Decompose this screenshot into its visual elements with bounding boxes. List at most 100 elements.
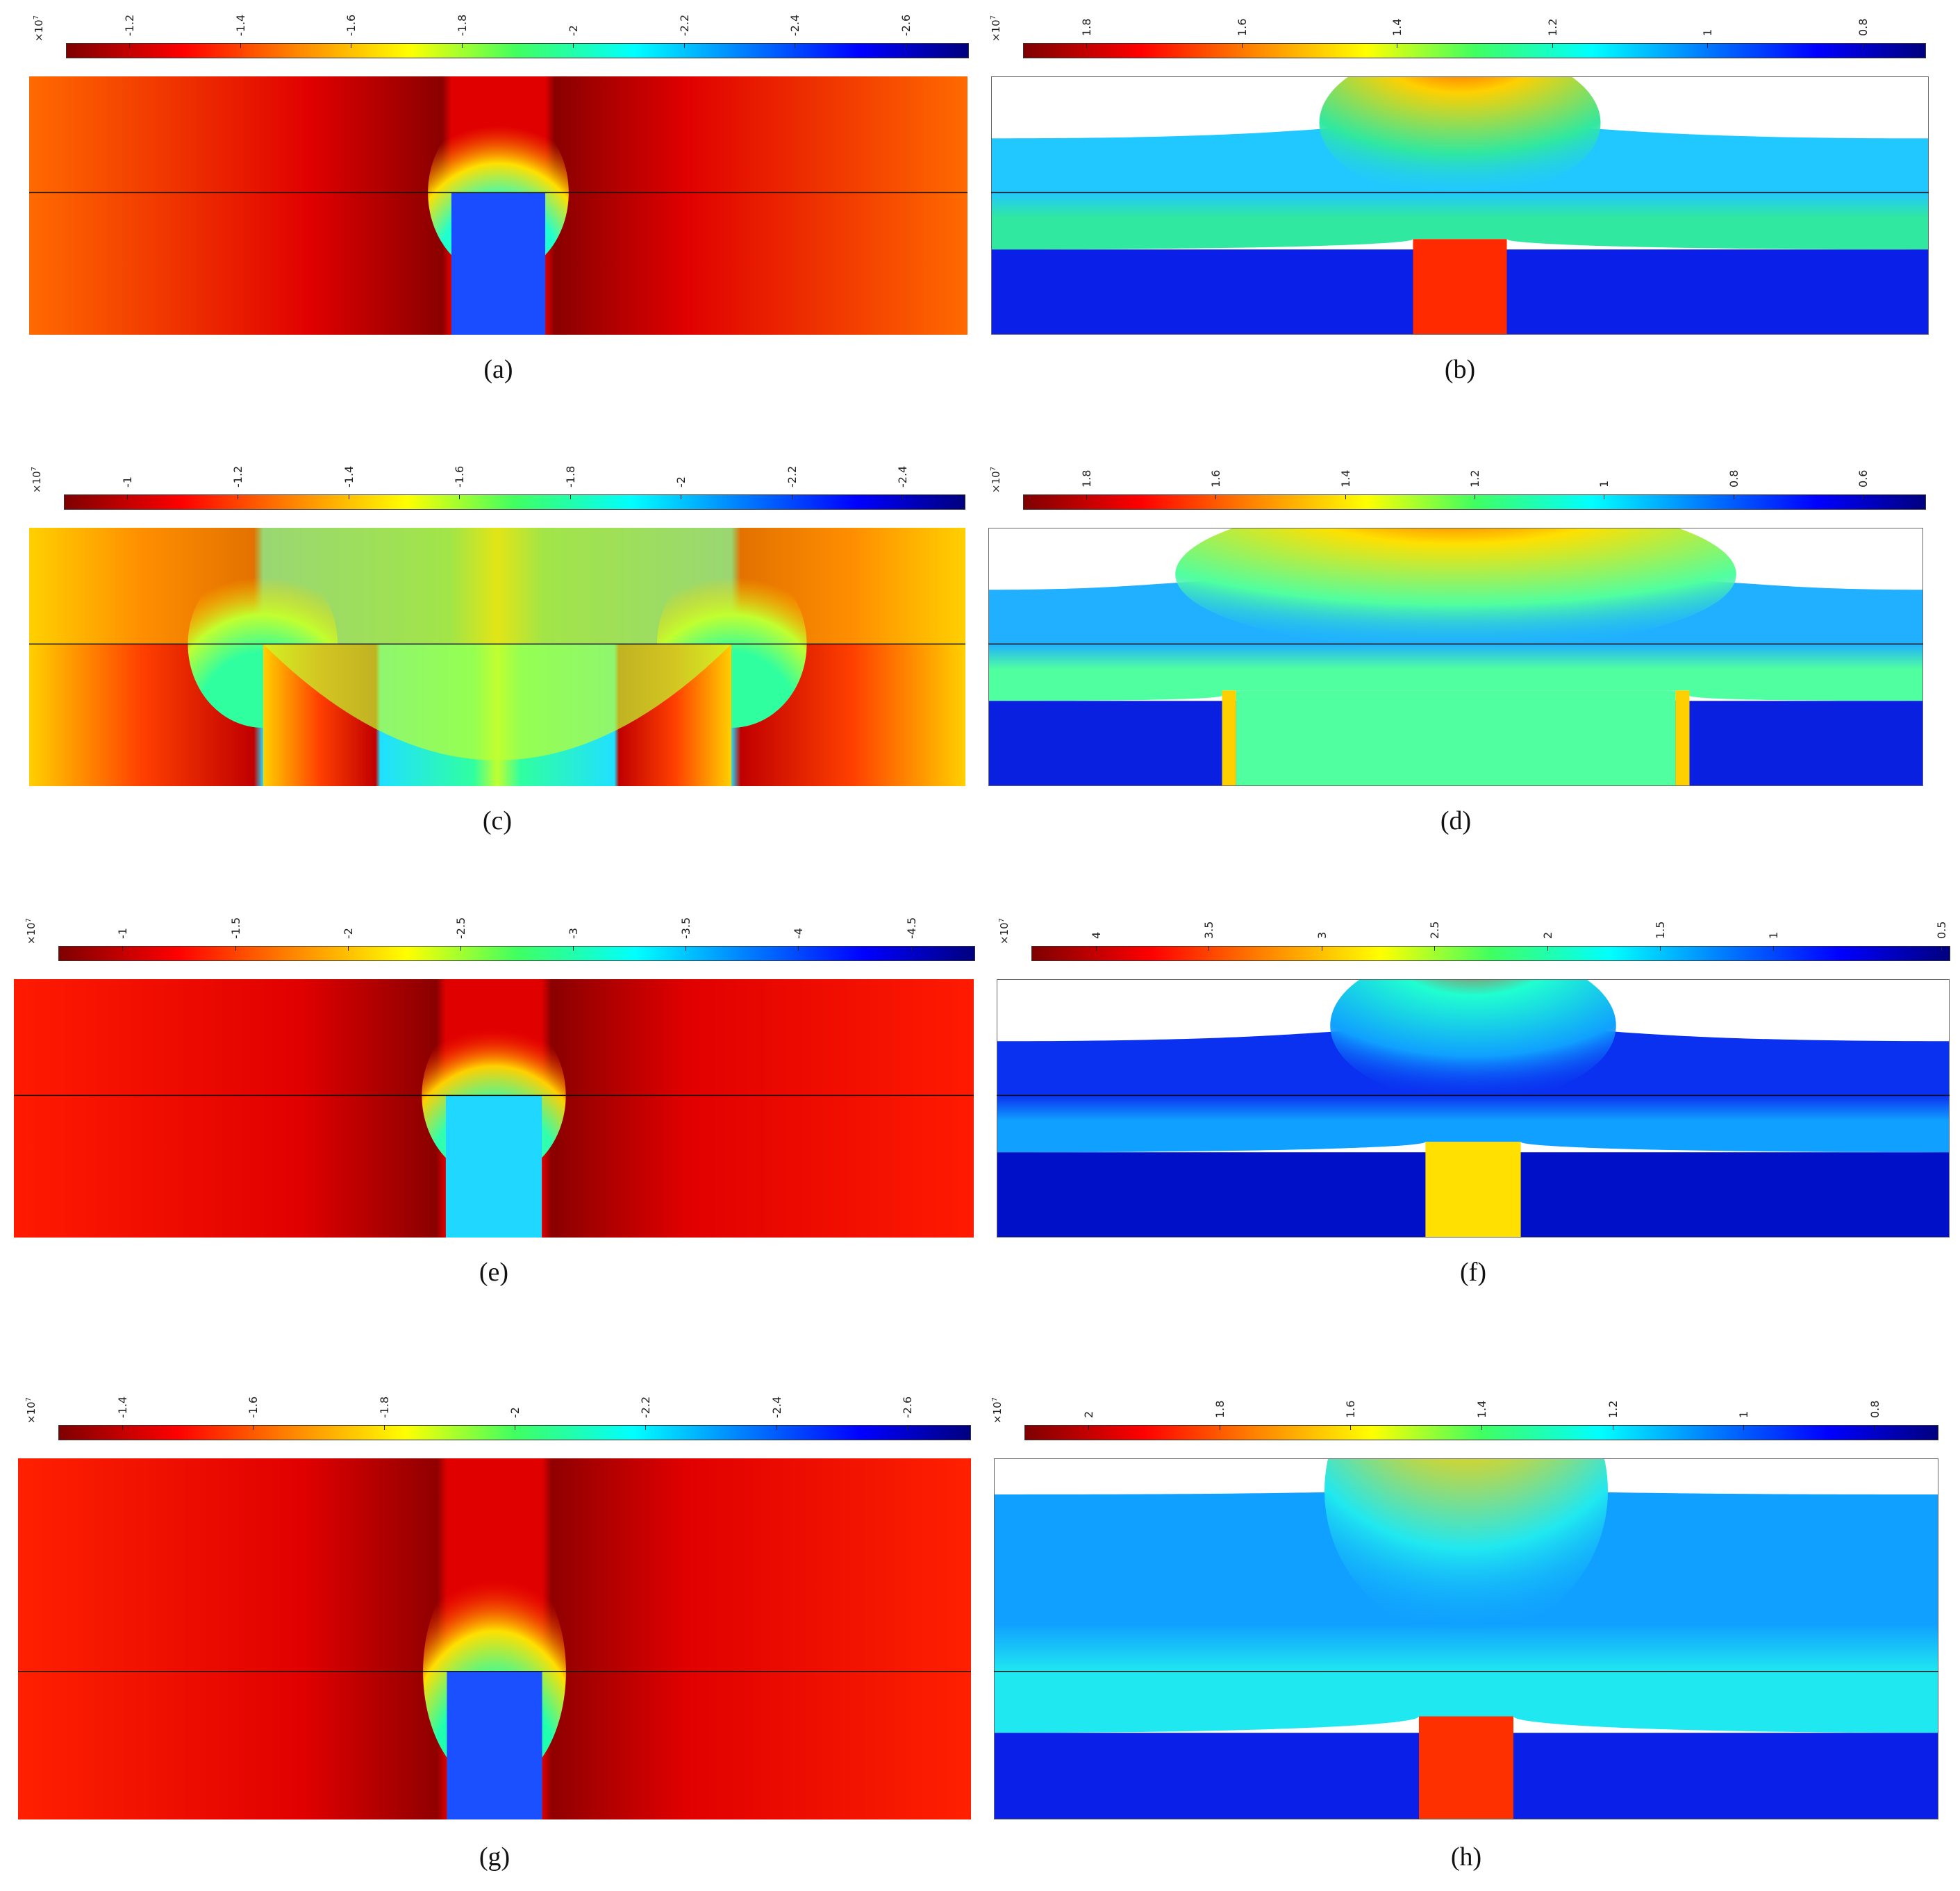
colorbar-tick [1096, 946, 1097, 951]
colorbar-tick [907, 1425, 908, 1430]
colorbar-unit-exponent: 7 [991, 1397, 999, 1402]
pillar [1425, 1142, 1521, 1238]
colorbar-tick [460, 946, 461, 951]
colorbar [1023, 43, 1926, 58]
colorbar-tick-label: -2 [508, 1407, 522, 1418]
colorbar-tick [240, 43, 241, 48]
colorbar-tick [235, 946, 236, 951]
colorbar-tick-label: -2.2 [786, 465, 799, 488]
colorbar-tick [122, 1425, 123, 1430]
subfigure-caption: (f) [1460, 1258, 1486, 1287]
stress-field-plot [14, 979, 974, 1238]
panel-f: ×107 4 3.5 3 2.5 2 1.5 1 0.5 (f) [980, 903, 1960, 1375]
panel-a: ×107 -1.2 -1.4 -1.6 -1.8 -2 -2.2 -2.4 -2.6 (a) [0, 0, 980, 472]
stress-field-plot [991, 76, 1929, 335]
colorbar-tick-label: -2.4 [770, 1396, 783, 1418]
colorbar-tick-label: 0.8 [1857, 18, 1870, 36]
colorbar-tick-label: -4 [792, 928, 805, 939]
colorbar-tick [570, 494, 571, 499]
low-stress-zone [263, 644, 731, 760]
colorbar-unit-exponent: 7 [25, 1397, 33, 1402]
colorbar-tick-label: 3.5 [1202, 921, 1215, 939]
colorbar [58, 946, 975, 961]
colorbar-tick-label: -2.2 [678, 14, 691, 36]
colorbar-tick-label: 1.6 [1236, 18, 1249, 36]
colorbar-tick-label: -1.8 [456, 14, 469, 36]
colorbar-tick-label: -1 [121, 476, 134, 488]
surface-stress-peak [1319, 76, 1601, 199]
colorbar-tick [1086, 43, 1087, 48]
colorbar-unit-base: ×10 [991, 1401, 1004, 1424]
colorbar-tick-label: 0.5 [1935, 921, 1948, 939]
colorbar-tick [1434, 946, 1435, 951]
colorbar-tick-label: 0.8 [1727, 469, 1741, 488]
colorbar-unit-label: ×107 [990, 15, 1002, 42]
pillar [1222, 690, 1236, 786]
colorbar-tick [1215, 494, 1216, 499]
colorbar-tick-label: 1.2 [1606, 1400, 1620, 1418]
pillar [1419, 1716, 1513, 1819]
colorbar-tick-label: -2.4 [788, 14, 802, 36]
colorbar-tick [1743, 1425, 1744, 1430]
stress-field-plot [18, 1458, 971, 1819]
plot-frame [994, 1458, 1938, 1819]
colorbar-tick-label: -3.5 [679, 917, 692, 939]
colorbar-tick-label: -1.6 [453, 465, 466, 488]
colorbar-tick [684, 43, 685, 48]
panel-e: ×107 -1 -1.5 -2 -2.5 -3 -3.5 -4 -4.5 (e) [0, 903, 980, 1375]
stress-field-plot [29, 76, 967, 335]
colorbar-tick-label: 1 [1767, 931, 1780, 939]
colorbar-tick [573, 43, 574, 48]
colorbar-tick-label: 0.8 [1868, 1400, 1882, 1418]
colorbar-tick-label: -1 [116, 928, 129, 939]
colorbar-unit-exponent: 7 [25, 917, 33, 923]
colorbar-tick-label: 1.6 [1344, 1400, 1357, 1418]
surface-stress-peak [1324, 1458, 1608, 1636]
colorbar-tick [253, 1425, 254, 1430]
colorbar-unit-exponent: 7 [990, 15, 997, 20]
colorbar-tick-label: 1.8 [1080, 469, 1093, 488]
colorbar-tick-label: -1.2 [231, 465, 244, 488]
pillar [451, 192, 546, 335]
colorbar [66, 43, 969, 58]
colorbar-unit-base: ×10 [25, 1401, 38, 1424]
colorbar-tick-label: 1.2 [1468, 469, 1481, 488]
stress-field-plot [997, 979, 1950, 1238]
colorbar-tick-label: -1.4 [116, 1396, 129, 1418]
colorbar-unit-label: ×107 [25, 1397, 38, 1424]
colorbar-unit-base: ×10 [25, 922, 38, 944]
colorbar-tick [1547, 946, 1548, 951]
colorbar-tick-label: -1.4 [342, 465, 356, 488]
colorbar-tick [1088, 1425, 1089, 1430]
panel-d: ×107 1.8 1.6 1.4 1.2 1 0.8 0.6 (d) [980, 451, 1960, 924]
colorbar-tick-label: -2 [342, 928, 355, 939]
colorbar-unit-label: ×107 [33, 15, 45, 42]
colorbar-tick [1481, 1425, 1482, 1430]
panel-b: ×107 1.8 1.6 1.4 1.2 1 0.8 (b) [980, 0, 1960, 472]
colorbar-tick [462, 43, 463, 48]
colorbar-unit-base: ×10 [998, 922, 1011, 944]
colorbar-tick [1941, 946, 1942, 951]
colorbar-tick [348, 946, 349, 951]
colorbar-tick-label: 2 [1541, 931, 1554, 939]
colorbar-tick [1242, 43, 1243, 48]
colorbar-tick-label: 1.8 [1213, 1400, 1227, 1418]
colorbar-tick [776, 1425, 777, 1430]
pillar [1413, 239, 1507, 335]
colorbar-tick [573, 946, 574, 951]
colorbar-tick-label: 1 [1701, 28, 1714, 36]
colorbar-tick-label: -1.6 [247, 1396, 260, 1418]
colorbar-tick [384, 1425, 385, 1430]
colorbar-tick-label: -4.5 [905, 917, 918, 939]
subfigure-caption: (g) [479, 1842, 510, 1872]
colorbar-unit-exponent: 7 [998, 917, 1006, 923]
colorbar-tick-label: 2 [1082, 1410, 1095, 1418]
colorbar [64, 494, 965, 510]
colorbar-tick-label: -1.6 [344, 14, 358, 36]
upper-layer [29, 528, 965, 644]
colorbar-tick-label: 1.8 [1080, 18, 1093, 36]
colorbar-tick-label: -1.2 [123, 14, 136, 36]
pillar-span [1236, 690, 1676, 786]
colorbar-unit-exponent: 7 [990, 466, 997, 472]
colorbar-tick [1552, 43, 1553, 48]
